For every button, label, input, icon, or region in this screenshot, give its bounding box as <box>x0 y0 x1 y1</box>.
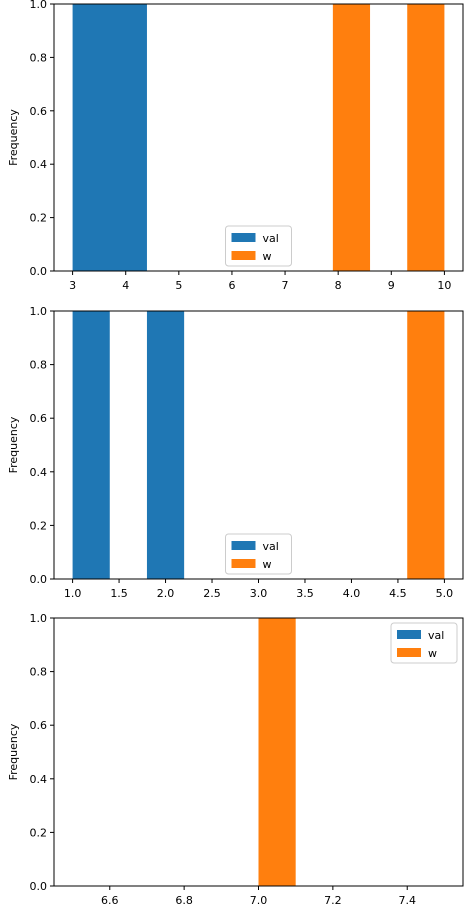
y-tick-label: 0.8 <box>30 51 48 64</box>
x-tick-label: 4.5 <box>389 587 407 600</box>
y-tick-label: 1.0 <box>30 612 48 625</box>
x-tick-label: 8 <box>335 279 342 292</box>
y-tick-label: 0.8 <box>30 359 48 372</box>
x-tick-label: 7 <box>282 279 289 292</box>
legend-label-w: w <box>263 250 272 263</box>
x-tick-label: 1.5 <box>110 587 128 600</box>
legend-swatch-w <box>231 251 256 260</box>
legend-label-val: val <box>428 629 444 642</box>
legend-swatch-val <box>231 233 256 242</box>
y-tick-label: 0.2 <box>30 826 48 839</box>
x-tick-label: 6 <box>228 279 235 292</box>
y-tick-label: 1.0 <box>30 0 48 11</box>
x-tick-label: 9 <box>388 279 395 292</box>
bar-val <box>146 311 185 579</box>
x-tick-label: 6.6 <box>101 894 119 907</box>
y-tick-label: 0.0 <box>30 880 48 893</box>
legend: val w <box>225 533 292 575</box>
y-axis-label: Frequency <box>7 723 20 780</box>
bar-val <box>72 311 110 579</box>
chart-2: 0.0 0.2 0.4 0.6 0.8 1.0 1.0 1.5 2.0 2.5 3.0 3.5 4.0 4… <box>7 305 464 600</box>
x-tick-label: 4.0 <box>343 587 361 600</box>
y-axis-label: Frequency <box>7 416 20 473</box>
chart-1: 0.0 0.2 0.4 0.6 0.8 1.0 3 4 5 6 7 8 9 10 Frequency val w <box>7 0 464 292</box>
x-tick-label: 4 <box>122 279 129 292</box>
x-tick-label: 3.5 <box>296 587 314 600</box>
y-tick-label: 0.0 <box>30 265 48 278</box>
bar-w <box>258 618 296 886</box>
x-tick-label: 7.0 <box>250 894 268 907</box>
x-tick-label: 7.4 <box>398 894 416 907</box>
legend-label-w: w <box>263 558 272 571</box>
x-tick-label: 6.8 <box>175 894 193 907</box>
y-tick-label: 0.2 <box>30 519 48 532</box>
axes-frame <box>53 3 464 272</box>
x-tick-label: 1.0 <box>64 587 82 600</box>
y-tick-label: 0.4 <box>30 466 48 479</box>
legend: val w <box>225 225 292 267</box>
legend: val w <box>390 622 458 664</box>
y-tick-label: 0.0 <box>30 573 48 586</box>
legend-label-val: val <box>263 540 279 553</box>
legend-swatch-val <box>231 541 256 550</box>
bar-w <box>407 4 445 271</box>
x-tick-label: 2.5 <box>203 587 221 600</box>
y-tick-label: 1.0 <box>30 305 48 318</box>
legend-swatch-w <box>397 648 421 657</box>
legend-label-w: w <box>428 647 437 660</box>
y-tick-label: 0.2 <box>30 212 48 225</box>
bar-w <box>332 4 371 271</box>
x-tick-label: 3 <box>69 279 76 292</box>
bar-val <box>72 4 147 271</box>
x-tick-label: 3.0 <box>250 587 268 600</box>
y-tick-label: 0.6 <box>30 105 48 118</box>
legend-label-val: val <box>263 232 279 245</box>
x-tick-label: 5 <box>175 279 182 292</box>
x-tick-label: 10 <box>437 279 451 292</box>
x-tick-label: 7.2 <box>324 894 342 907</box>
legend-swatch-w <box>231 559 256 568</box>
x-tick-label: 2.0 <box>157 587 175 600</box>
legend-swatch-val <box>397 630 421 639</box>
y-tick-label: 0.4 <box>30 773 48 786</box>
y-tick-label: 0.6 <box>30 412 48 425</box>
chart-3: 0.0 0.2 0.4 0.6 0.8 1.0 6.6 6.8 7.0 7.2 7.4 Frequen… <box>7 612 464 907</box>
y-tick-label: 0.4 <box>30 158 48 171</box>
bar-w <box>407 311 445 579</box>
y-tick-label: 0.8 <box>30 666 48 679</box>
x-tick-label: 5.0 <box>436 587 454 600</box>
y-tick-label: 0.6 <box>30 719 48 732</box>
y-axis-label: Frequency <box>7 109 20 166</box>
